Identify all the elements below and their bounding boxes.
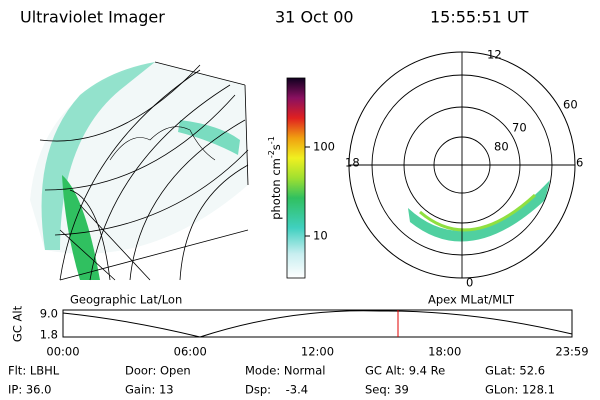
footer-field: GLat: 52.6 — [485, 364, 545, 378]
mlt-label: 0 — [466, 276, 473, 290]
geographic-image — [30, 61, 249, 281]
colorbar-tick-label: 100 — [313, 140, 335, 154]
header: Ultraviolet Imager 31 Oct 00 15:55:51 UT — [20, 8, 529, 27]
mlt-label: 12 — [487, 48, 502, 62]
caption: Geographic Lat/Lon — [70, 293, 182, 307]
lat-label: 60 — [563, 98, 578, 112]
polar-image: 12 18 6 0 60 70 80 — [345, 48, 583, 290]
footer-field: IP: 36.0 — [8, 383, 51, 397]
footer-field: Seq: 39 — [365, 383, 409, 397]
colorbar: 100 10 photon cm-2s-1 — [267, 77, 335, 279]
x-tick-label: 23:59 — [555, 345, 588, 359]
footer-field: Dsp: -3.4 — [245, 383, 308, 397]
unit: photon cm — [269, 158, 283, 220]
footer-field: Gain: 13 — [125, 383, 174, 397]
mlt-label: 18 — [345, 156, 360, 170]
footer: Flt: LBHL Door: Open Mode: Normal GC Alt: 9… — [8, 364, 555, 397]
colorbar-scale — [286, 77, 306, 279]
lat-label: 80 — [494, 140, 509, 154]
lat-label: 70 — [512, 121, 527, 135]
date: 31 Oct 00 — [275, 8, 354, 27]
x-tick-label: 06:00 — [174, 345, 207, 359]
footer-field: GLon: 128.1 — [485, 383, 555, 397]
exponent: -2 — [267, 150, 276, 158]
axis-label: GC Alt — [11, 305, 25, 342]
footer-field: Flt: LBHL — [8, 364, 60, 378]
x-tick-label: 18:00 — [428, 345, 461, 359]
title: Ultraviolet Imager — [20, 8, 165, 27]
exponent: -1 — [267, 136, 276, 144]
x-tick-label: 00:00 — [46, 345, 79, 359]
mlt-label: 6 — [576, 156, 583, 170]
time: 15:55:51 UT — [430, 8, 529, 27]
colorbar-tick-label: 10 — [313, 229, 328, 243]
y-tick-label: 9.0 — [40, 307, 58, 321]
caption: Apex MLat/MLT — [428, 293, 515, 307]
footer-field: GC Alt: 9.4 Re — [365, 364, 445, 378]
x-tick-label: 12:00 — [301, 345, 334, 359]
colorbar-label: photon cm-2s-1 — [267, 136, 283, 220]
footer-field: Door: Open — [125, 364, 191, 378]
unit: s — [269, 144, 283, 150]
y-tick-label: 1.8 — [40, 328, 58, 342]
footer-field: Mode: Normal — [245, 364, 325, 378]
altitude-plot: GC Alt 9.0 1.8 00:00 06:00 12:00 18:00 23:59 — [11, 305, 589, 358]
